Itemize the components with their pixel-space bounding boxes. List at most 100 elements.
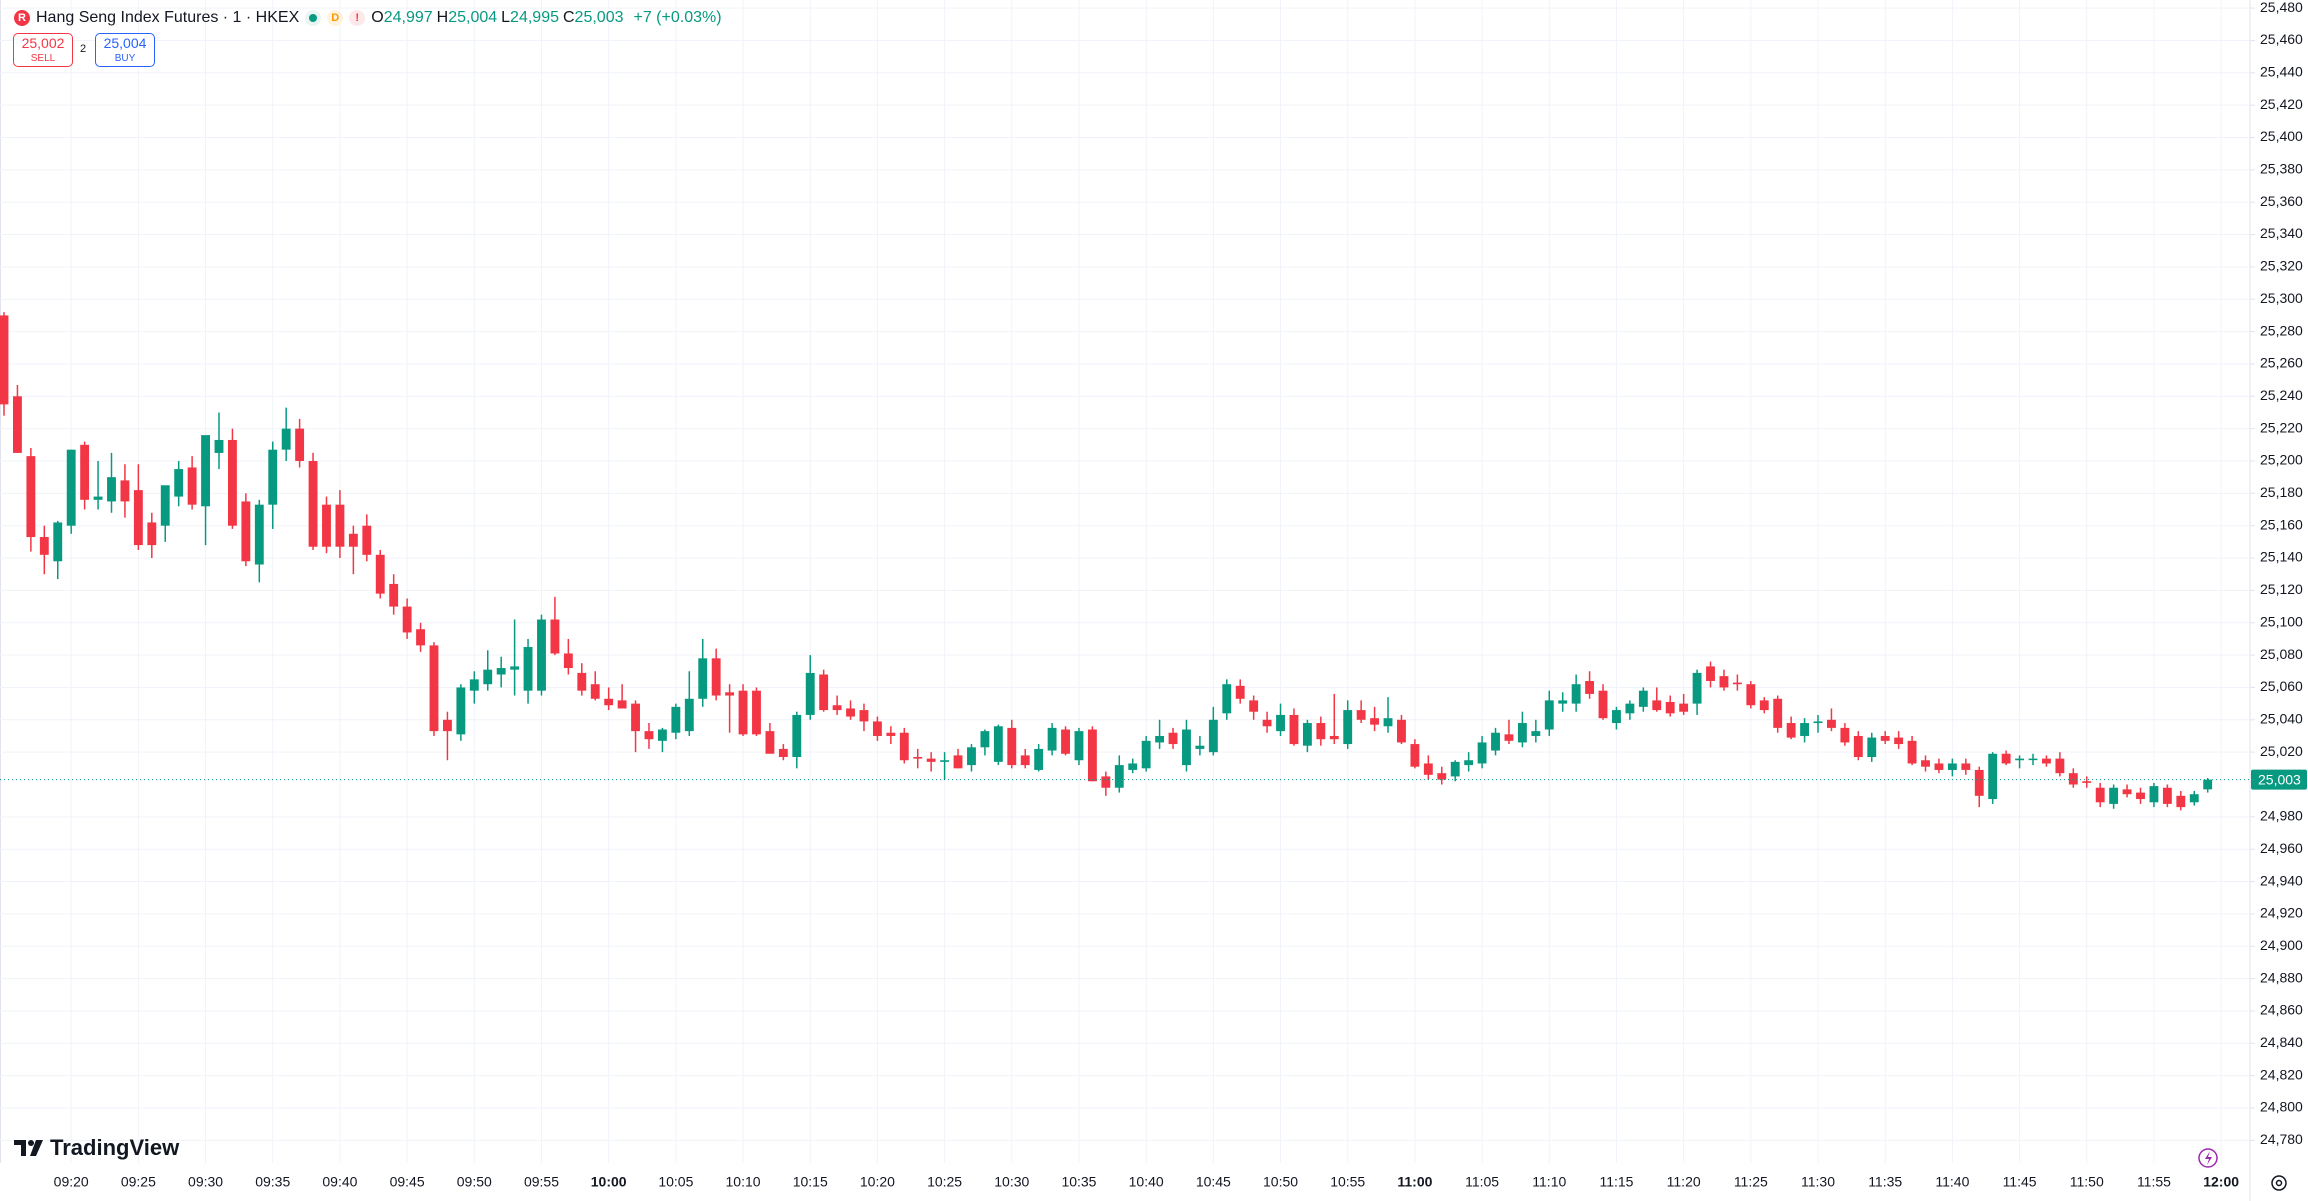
candle-body: [1289, 714, 1299, 745]
x-tick-label: 11:25: [1734, 1174, 1768, 1190]
status-icon[interactable]: [305, 10, 322, 26]
candle-body: [1464, 760, 1474, 766]
y-tick-label: 25,100: [2260, 613, 2303, 629]
candle: [1182, 719, 1191, 772]
y-tick-label: 24,880: [2260, 969, 2303, 985]
candle: [657, 727, 667, 753]
candle-body: [1706, 666, 1715, 681]
candle-body: [389, 583, 399, 607]
candle: [1289, 708, 1299, 746]
candle: [120, 464, 130, 518]
candle-body: [1773, 698, 1783, 728]
y-tick-label: 25,060: [2260, 678, 2303, 694]
y-tick-label: 25,400: [2260, 128, 2303, 144]
candle-body: [1907, 740, 1917, 764]
candle-body: [1719, 676, 1729, 688]
candle: [147, 512, 157, 559]
y-tick-label: 25,440: [2260, 63, 2303, 79]
brand-logo[interactable]: TradingView: [14, 1135, 179, 1161]
sell-button[interactable]: 25,002 SELL: [13, 33, 73, 67]
x-tick-label: 09:20: [54, 1174, 89, 1190]
y-tick-label: 25,380: [2260, 161, 2303, 177]
candle-body: [2189, 794, 2199, 803]
y-tick-label: 24,980: [2260, 808, 2303, 824]
replay-icon[interactable]: [2198, 1148, 2218, 1168]
candle-body: [940, 760, 950, 762]
candle: [1249, 695, 1259, 720]
candle-body: [563, 653, 573, 669]
candle-body: [1558, 700, 1568, 704]
candle-body: [160, 485, 170, 526]
candle-body: [1652, 700, 1662, 711]
x-tick-label: 10:05: [658, 1174, 693, 1190]
candle: [671, 703, 681, 740]
candle: [631, 700, 640, 753]
candle: [227, 428, 237, 529]
candle: [456, 684, 466, 741]
candle: [1558, 692, 1568, 712]
x-tick-label: 11:15: [1599, 1174, 1633, 1190]
candle: [2042, 755, 2051, 767]
candle-body: [2149, 786, 2159, 803]
candle: [1894, 731, 1904, 749]
candle-body: [214, 439, 224, 453]
candle-body: [2162, 787, 2172, 804]
delay-badge[interactable]: D: [327, 10, 344, 26]
candle-body: [0, 315, 9, 405]
candle-body: [510, 666, 520, 670]
warning-badge[interactable]: !: [349, 10, 366, 26]
candle-body: [1531, 731, 1541, 736]
candle: [2149, 782, 2159, 808]
y-tick-label: 25,080: [2260, 646, 2303, 662]
buy-button[interactable]: 25,004 BUY: [95, 33, 155, 67]
y-tick-label: 25,420: [2260, 96, 2303, 112]
x-tick-label: 10:20: [860, 1174, 895, 1190]
candle-body: [1276, 714, 1285, 732]
symbol-title[interactable]: Hang Seng Index Futures · 1 · HKEX: [36, 9, 300, 26]
candle: [577, 663, 587, 696]
candle-body: [1491, 732, 1500, 751]
candle: [1612, 706, 1621, 730]
candle-body: [792, 714, 802, 758]
candle-body: [442, 719, 452, 732]
y-tick-label: 25,040: [2260, 711, 2303, 727]
candle: [214, 412, 224, 470]
candle: [1343, 700, 1353, 749]
candle: [1974, 766, 1984, 808]
candle-body: [1061, 729, 1070, 754]
candle-body: [1947, 763, 1957, 770]
candle-body: [752, 690, 761, 735]
settings-icon[interactable]: [2271, 1175, 2287, 1191]
candle-body: [832, 705, 842, 711]
candle: [1800, 718, 1810, 743]
candle-body: [39, 537, 49, 555]
candle-body: [967, 747, 976, 766]
candle: [711, 648, 721, 701]
x-tick-label: 11:35: [1868, 1174, 1902, 1190]
ohlc-value: 24,997: [383, 9, 433, 26]
candle-body: [778, 748, 788, 758]
candle: [1450, 760, 1460, 782]
candle-body: [1397, 719, 1406, 743]
candle-body: [483, 669, 493, 685]
candle-body: [227, 439, 237, 526]
candle: [1867, 732, 1877, 762]
candle: [752, 687, 761, 736]
candle: [805, 655, 815, 720]
x-tick-label: 10:00: [591, 1174, 627, 1190]
candle-body: [201, 435, 210, 507]
ohlc-key: H: [436, 9, 449, 26]
candle: [1786, 716, 1796, 740]
candle-body: [1598, 690, 1608, 719]
candle: [1276, 703, 1285, 736]
ohlc-value: 24,995: [510, 9, 559, 26]
candle-body: [1034, 748, 1044, 770]
candle: [416, 622, 425, 652]
candle-body: [362, 525, 372, 555]
candle-body: [631, 703, 640, 732]
candle: [1907, 735, 1917, 766]
y-tick-label: 25,260: [2260, 355, 2303, 371]
candle: [1235, 679, 1245, 704]
candle: [1329, 693, 1339, 745]
candle: [1020, 748, 1030, 769]
